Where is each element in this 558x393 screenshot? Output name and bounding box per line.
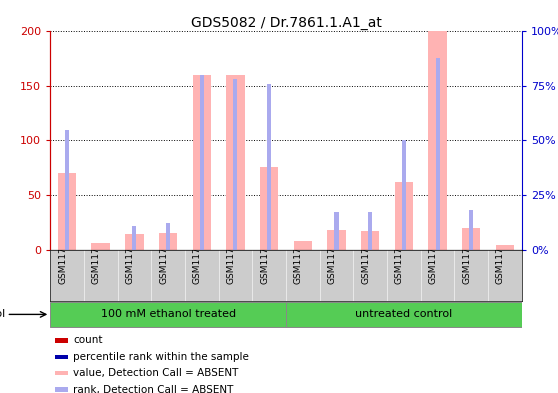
Text: GSM1176778: GSM1176778 (294, 223, 303, 284)
Bar (368, 213, 372, 250)
Bar (294, 241, 312, 250)
Bar (395, 182, 413, 250)
Bar (200, 75, 204, 250)
Text: count: count (73, 336, 103, 345)
Bar (402, 140, 406, 250)
Bar (65, 130, 69, 250)
Bar (334, 213, 339, 250)
Text: value, Detection Call = ABSENT: value, Detection Call = ABSENT (73, 368, 238, 378)
Text: GSM1176783: GSM1176783 (126, 223, 134, 284)
Bar (469, 210, 473, 250)
Text: GSM1176785: GSM1176785 (159, 223, 168, 284)
Text: GSM1176782: GSM1176782 (361, 223, 370, 284)
Bar (496, 245, 514, 250)
Text: GSM1176790: GSM1176790 (496, 223, 505, 284)
Bar (327, 230, 346, 250)
Bar (159, 233, 177, 250)
Bar (286, 302, 522, 327)
Text: GSM1176780: GSM1176780 (328, 223, 336, 284)
Text: GSM1176781: GSM1176781 (92, 223, 101, 284)
Text: GSM1176784: GSM1176784 (395, 223, 404, 284)
Text: GSM1176788: GSM1176788 (462, 223, 471, 284)
Bar (55, 387, 68, 392)
Bar (55, 354, 68, 359)
Text: GSM1176779: GSM1176779 (58, 223, 67, 284)
Bar (462, 228, 480, 250)
Bar (92, 243, 110, 250)
Bar (125, 234, 143, 250)
Title: GDS5082 / Dr.7861.1.A1_at: GDS5082 / Dr.7861.1.A1_at (190, 17, 382, 30)
Bar (166, 223, 170, 250)
Bar (361, 231, 379, 250)
Bar (233, 79, 238, 250)
Text: GSM1176786: GSM1176786 (429, 223, 437, 284)
Bar (260, 167, 278, 250)
Bar (132, 226, 137, 250)
Text: percentile rank within the sample: percentile rank within the sample (73, 352, 249, 362)
Bar (267, 84, 271, 250)
Bar (58, 173, 76, 250)
Text: GSM1176791: GSM1176791 (260, 223, 269, 284)
Text: rank, Detection Call = ABSENT: rank, Detection Call = ABSENT (73, 384, 233, 393)
Text: protocol: protocol (0, 309, 5, 320)
Bar (193, 75, 211, 250)
Bar (435, 58, 440, 250)
Bar (226, 75, 245, 250)
Text: untreated control: untreated control (355, 309, 453, 320)
Text: GSM1176787: GSM1176787 (193, 223, 202, 284)
Bar (429, 31, 447, 250)
Text: 100 mM ethanol treated: 100 mM ethanol treated (100, 309, 235, 320)
Bar (55, 371, 68, 375)
Text: GSM1176789: GSM1176789 (227, 223, 235, 284)
Bar (50, 302, 286, 327)
Bar (55, 338, 68, 343)
